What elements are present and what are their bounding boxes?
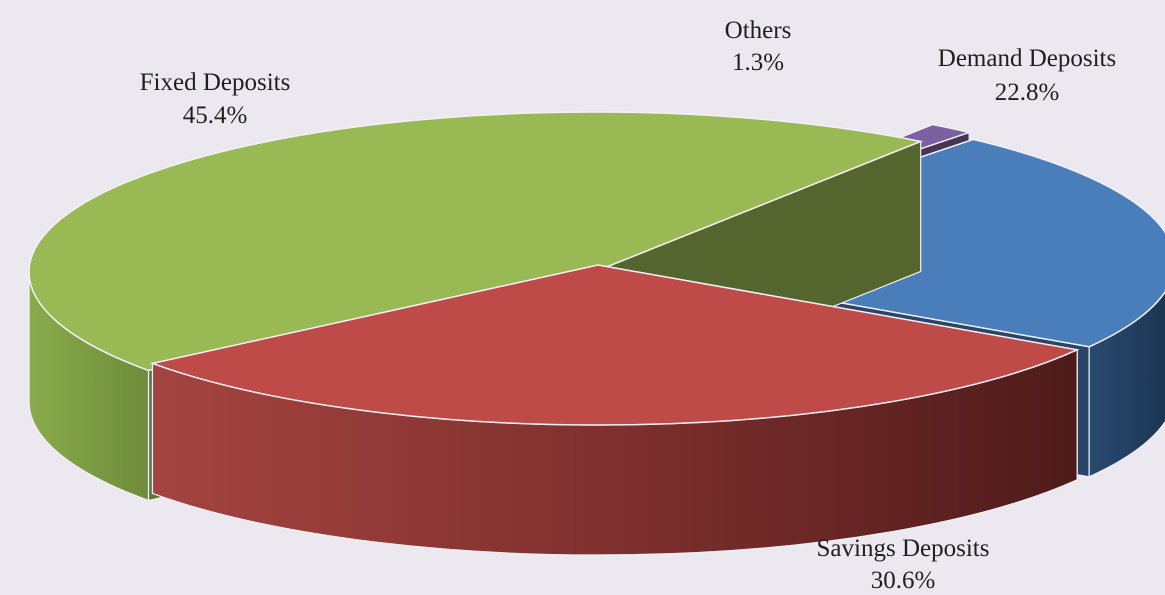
slice-savings-deposits-top — [149, 264, 1080, 426]
slice-name-demand-deposits: Demand Deposits — [938, 45, 1116, 72]
slice-name-fixed-deposits: Fixed Deposits — [140, 69, 291, 96]
slice-fixed-deposits-top — [28, 111, 924, 372]
slice-label-savings: Savings Deposits 30.6% — [817, 535, 990, 594]
slice-value-demand-deposits: 22.8% — [995, 79, 1060, 106]
slice-label-demand: Demand Deposits 22.8% — [938, 45, 1116, 106]
slice-name-others: Others — [725, 17, 792, 44]
slice-label-others: Others 1.3% — [725, 17, 792, 76]
slice-value-others: 1.3% — [732, 49, 784, 76]
slice-value-savings-deposits: 30.6% — [871, 567, 936, 594]
slice-label-fixed: Fixed Deposits 45.4% — [140, 69, 291, 129]
slice-savings-deposits — [149, 264, 1080, 556]
slice-name-savings-deposits: Savings Deposits — [817, 535, 990, 562]
pie-slices — [28, 111, 1165, 556]
slice-value-fixed-deposits: 45.4% — [183, 102, 248, 129]
